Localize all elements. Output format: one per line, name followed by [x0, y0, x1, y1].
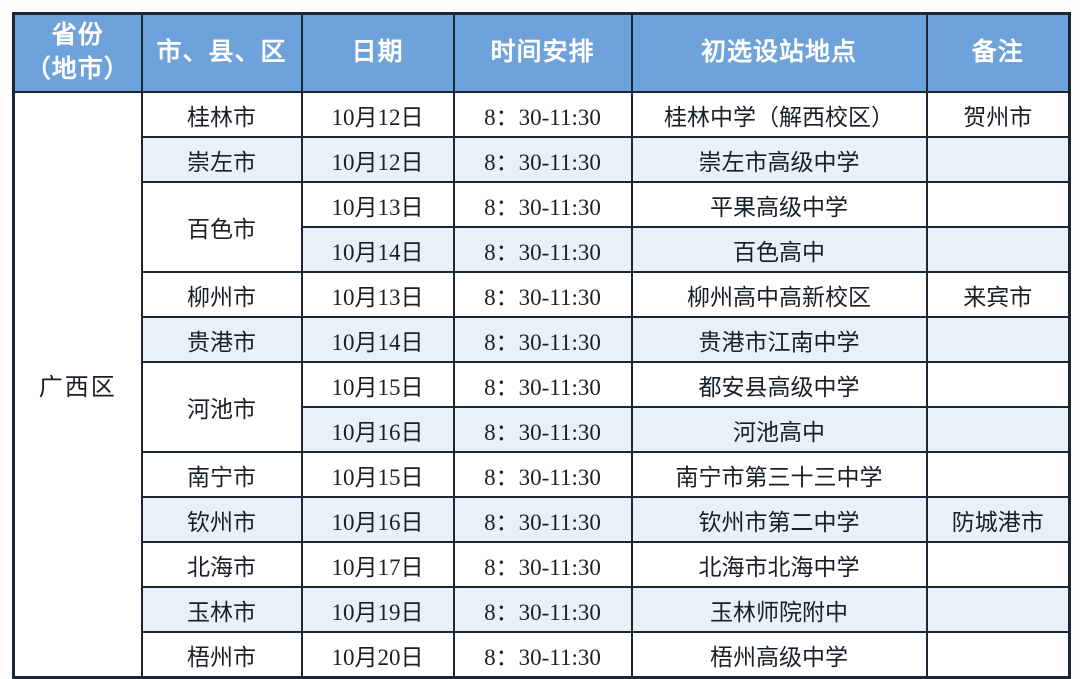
header-province: 省份 （地市） [12, 12, 143, 93]
cell-time: 8：30-11:30 [452, 316, 633, 363]
cell-time: 8：30-11:30 [452, 406, 633, 453]
header-station-location: 初选设站地点 [630, 12, 928, 93]
cell-time: 8：30-11:30 [452, 226, 633, 273]
cell-time: 8：30-11:30 [452, 361, 633, 408]
cell-date: 10月20日 [300, 631, 455, 679]
cell-province: 广西区 [12, 91, 143, 679]
cell-city: 南宁市 [140, 451, 303, 498]
table-row: 玉林市 10月19日 8：30-11:30 玉林师院附中 [13, 586, 1071, 633]
cell-city: 玉林市 [140, 586, 303, 633]
cell-city: 钦州市 [140, 496, 303, 543]
cell-time: 8：30-11:30 [452, 271, 633, 318]
cell-remark [925, 541, 1071, 588]
cell-location: 崇左市高级中学 [630, 136, 928, 183]
cell-location: 桂林中学（解西校区） [630, 91, 928, 138]
cell-date: 10月17日 [300, 541, 455, 588]
cell-date: 10月13日 [300, 271, 455, 318]
cell-time: 8：30-11:30 [452, 91, 633, 138]
cell-date: 10月16日 [300, 496, 455, 543]
cell-remark: 来宾市 [925, 271, 1071, 318]
cell-date: 10月16日 [300, 406, 455, 453]
cell-remark [925, 631, 1071, 679]
header-date: 日期 [300, 12, 455, 93]
cell-city: 北海市 [140, 541, 303, 588]
cell-location: 柳州高中高新校区 [630, 271, 928, 318]
cell-location: 玉林师院附中 [630, 586, 928, 633]
cell-date: 10月15日 [300, 361, 455, 408]
cell-time: 8：30-11:30 [452, 451, 633, 498]
cell-remark [925, 451, 1071, 498]
cell-date: 10月12日 [300, 91, 455, 138]
table-row: 梧州市 10月20日 8：30-11:30 梧州高级中学 [13, 631, 1071, 679]
cell-location: 都安县高级中学 [630, 361, 928, 408]
header-city-county-district: 市、县、区 [140, 12, 303, 93]
cell-location: 百色高中 [630, 226, 928, 273]
cell-remark [925, 406, 1071, 453]
cell-date: 10月19日 [300, 586, 455, 633]
header-row: 省份 （地市） 市、县、区 日期 时间安排 初选设站地点 备注 [12, 12, 1071, 93]
cell-location: 南宁市第三十三中学 [630, 451, 928, 498]
table-row: 河池市 10月15日 8：30-11:30 都安县高级中学 [13, 361, 1071, 453]
cell-time: 8：30-11:30 [452, 496, 633, 543]
cell-remark: 防城港市 [925, 496, 1071, 543]
cell-remark [925, 226, 1071, 273]
header-time: 时间安排 [452, 12, 633, 93]
cell-time: 8：30-11:30 [452, 541, 633, 588]
cell-remark [925, 316, 1071, 363]
cell-time: 8：30-11:30 [452, 181, 633, 228]
cell-remark [925, 361, 1071, 408]
cell-location: 河池高中 [630, 406, 928, 453]
cell-time: 8：30-11:30 [452, 136, 633, 183]
cell-date: 10月14日 [300, 226, 455, 273]
cell-location: 贵港市江南中学 [630, 316, 928, 363]
cell-date: 10月14日 [300, 316, 455, 363]
schedule-table: 省份 （地市） 市、县、区 日期 时间安排 初选设站地点 备注 广西区 桂林市 10… [12, 12, 1071, 679]
cell-remark [925, 181, 1071, 228]
cell-location: 钦州市第二中学 [630, 496, 928, 543]
table-row: 柳州市 10月13日 8：30-11:30 柳州高中高新校区 来宾市 [13, 271, 1071, 318]
cell-location: 梧州高级中学 [630, 631, 928, 679]
cell-city: 贵港市 [140, 316, 303, 363]
cell-remark [925, 586, 1071, 633]
table-row: 10月14日 8：30-11:30 百色高中 [13, 226, 1071, 273]
table-row: 百色市 10月13日 8：30-11:30 平果高级中学 [13, 181, 1071, 273]
schedule-table-body: 广西区 桂林市 10月12日 8：30-11:30 桂林中学（解西校区） 贺州市 崇左市 10… [12, 91, 1071, 679]
cell-city: 崇左市 [140, 136, 303, 183]
cell-time: 8：30-11:30 [452, 631, 633, 679]
cell-city: 柳州市 [140, 271, 303, 318]
table-row: 崇左市 10月12日 8：30-11:30 崇左市高级中学 [13, 136, 1071, 183]
table-row: 北海市 10月17日 8：30-11:30 北海市北海中学 [13, 541, 1071, 588]
cell-location: 北海市北海中学 [630, 541, 928, 588]
cell-city: 河池市 [140, 361, 303, 453]
cell-date: 10月13日 [300, 181, 455, 228]
cell-date: 10月15日 [300, 451, 455, 498]
cell-date: 10月12日 [300, 136, 455, 183]
cell-city: 梧州市 [140, 631, 303, 679]
cell-remark [925, 136, 1071, 183]
cell-time: 8：30-11:30 [452, 586, 633, 633]
table-row: 广西区 桂林市 10月12日 8：30-11:30 桂林中学（解西校区） 贺州市 [12, 91, 1071, 679]
cell-remark: 贺州市 [925, 91, 1071, 138]
header-remark: 备注 [925, 12, 1071, 93]
cell-city: 百色市 [140, 181, 303, 273]
cell-city: 桂林市 [140, 91, 303, 138]
table-row: 贵港市 10月14日 8：30-11:30 贵港市江南中学 [13, 316, 1071, 363]
cell-location: 平果高级中学 [630, 181, 928, 228]
table-row: 南宁市 10月15日 8：30-11:30 南宁市第三十三中学 [13, 451, 1071, 498]
table-row: 钦州市 10月16日 8：30-11:30 钦州市第二中学 防城港市 [13, 496, 1071, 543]
